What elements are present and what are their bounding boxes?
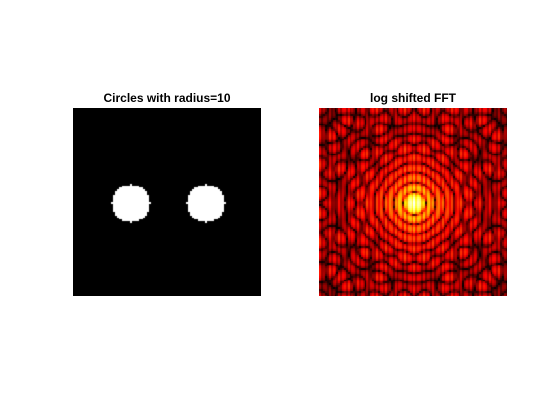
fft-image xyxy=(319,108,507,296)
circles-image xyxy=(73,108,261,296)
right-panel-title: log shifted FFT xyxy=(370,91,456,105)
fft-image-canvas xyxy=(319,108,507,296)
left-panel-title: Circles with radius=10 xyxy=(103,91,231,105)
circles-image-canvas xyxy=(73,108,261,296)
